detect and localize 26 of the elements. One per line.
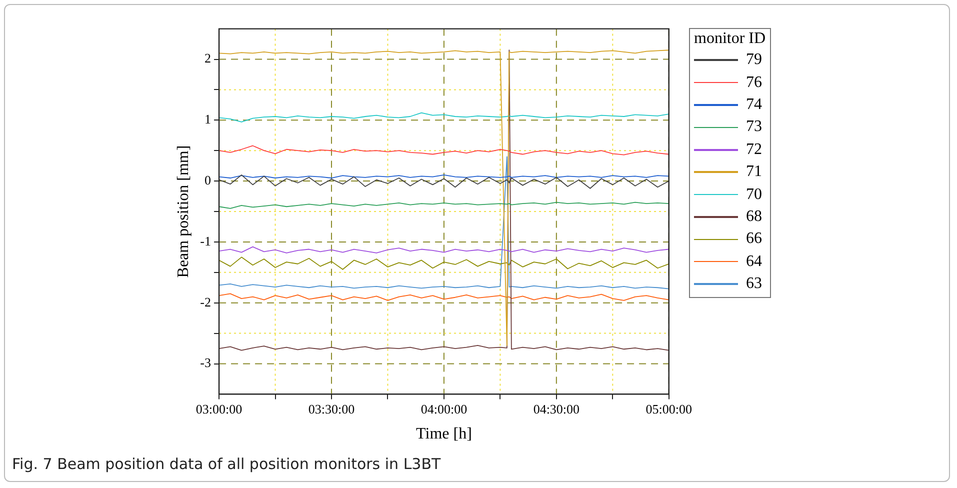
y-tick-label: -2 (200, 294, 212, 310)
legend-label: 72 (746, 140, 762, 159)
legend-label: 64 (746, 252, 762, 271)
x-tick-label: 04:00:00 (420, 401, 468, 416)
x-tick-label: 05:00:00 (646, 401, 692, 416)
y-tick-label: -1 (200, 233, 212, 248)
legend-label: 63 (746, 275, 762, 294)
legend-label: 68 (746, 208, 762, 226)
legend-label: 79 (746, 51, 762, 70)
x-axis-title: Time [h] (416, 426, 472, 443)
caption: Fig. 7 Beam position data of all position monitors in L3BT (12, 455, 441, 473)
legend-label: 66 (746, 230, 762, 248)
x-tick-label: 03:00:00 (196, 401, 242, 416)
y-tick-label: 2 (204, 50, 212, 66)
legend-label: 71 (746, 163, 762, 182)
legend-label: 70 (746, 186, 762, 204)
legend-label: 73 (746, 118, 762, 136)
legend-label: 74 (746, 96, 762, 114)
x-tick-label: 04:30:00 (533, 401, 580, 416)
legend-title: monitor ID (694, 30, 766, 48)
y-axis-title: Beam position [mm] (174, 145, 192, 278)
legend-label: 76 (746, 74, 762, 92)
y-tick-label: -3 (200, 355, 212, 370)
x-tick-label: 03:30:00 (308, 401, 355, 416)
y-tick-label: 1 (204, 112, 212, 127)
y-tick-label: 0 (204, 172, 212, 188)
